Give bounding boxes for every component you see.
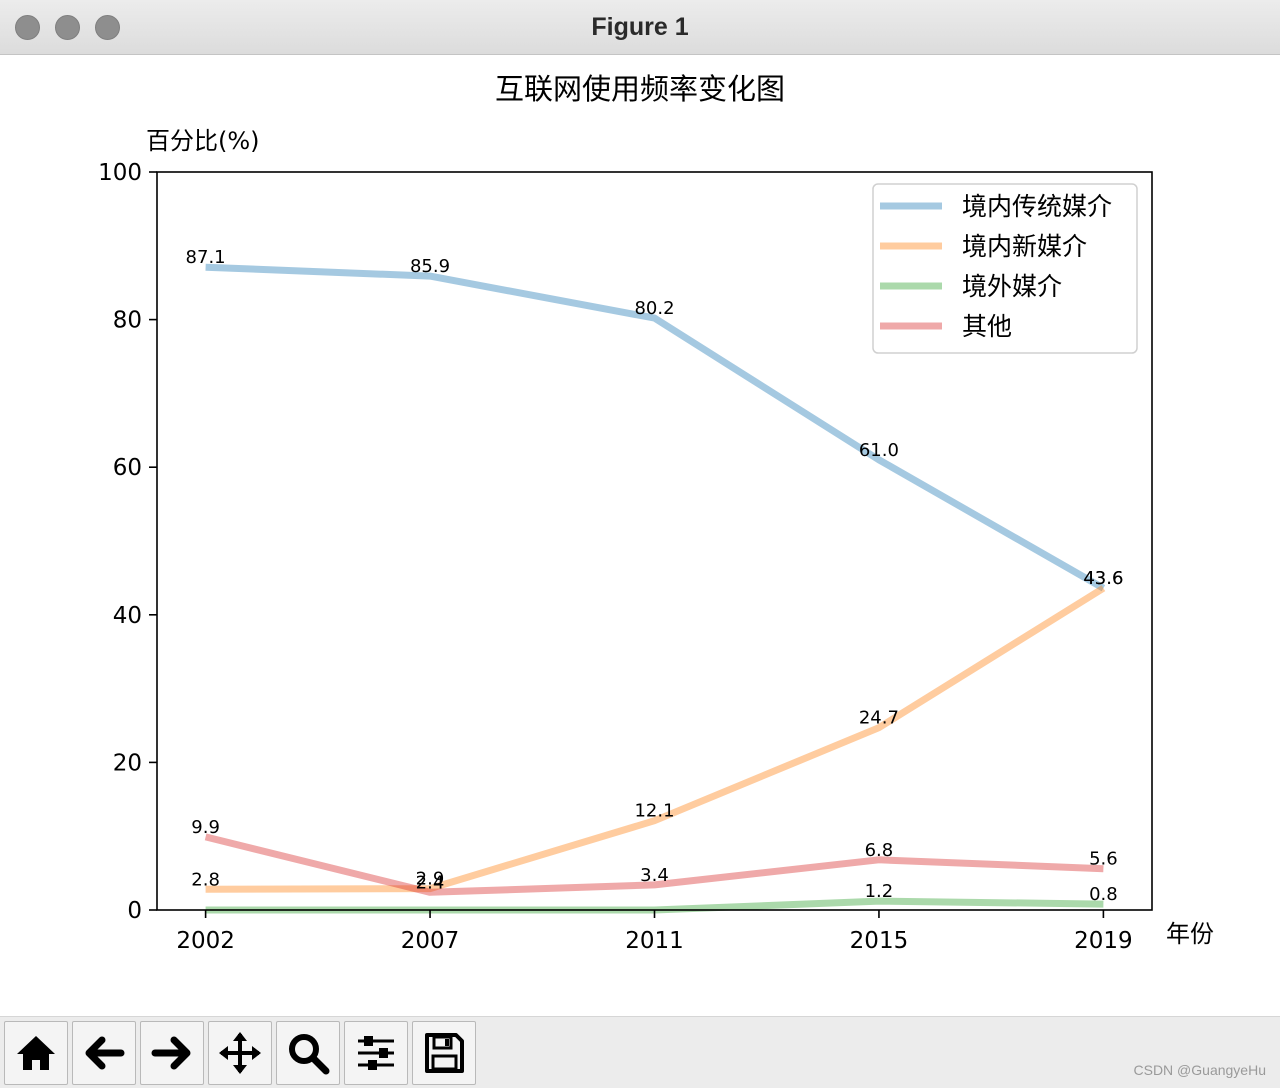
- arrow-right-icon: [151, 1036, 191, 1070]
- x-tick-label: 2019: [1074, 928, 1133, 954]
- legend-label: 境内新媒介: [962, 232, 1087, 261]
- back-button[interactable]: [72, 1021, 136, 1085]
- data-label: 3.4: [640, 865, 669, 886]
- title-bar: Figure 1: [0, 0, 1280, 55]
- figure-canvas[interactable]: 互联网使用频率变化图 百分比(%) 年份 87.1 85.9 80.2 61.0 43.…: [0, 56, 1280, 1016]
- legend-box: [872, 183, 1138, 354]
- data-label: 2.9: [416, 869, 445, 890]
- sliders-icon: [358, 1036, 394, 1070]
- y-tick-label: 100: [98, 160, 142, 186]
- zoom-window-button[interactable]: [95, 15, 120, 40]
- x-tick-label: 2002: [176, 928, 235, 954]
- line-chart: 互联网使用频率变化图 百分比(%) 年份 87.1 85.9 80.2 61.0 43.…: [98, 72, 1214, 954]
- legend-label: 境外媒介: [962, 272, 1062, 301]
- data-label: 24.7: [859, 708, 899, 729]
- data-label: 43.6: [1083, 568, 1123, 589]
- data-label: 0.8: [1089, 884, 1118, 905]
- chart-title: 互联网使用频率变化图: [495, 72, 785, 106]
- watermark: CSDN @GuangyeHu: [1133, 1062, 1267, 1078]
- x-axis-label: 年份: [1166, 920, 1214, 948]
- save-button[interactable]: [412, 1021, 476, 1085]
- y-axis-label: 百分比(%): [146, 127, 260, 155]
- data-label: 2.4: [416, 872, 445, 893]
- forward-button[interactable]: [140, 1021, 204, 1085]
- home-button[interactable]: [4, 1021, 68, 1085]
- data-label: 61.0: [859, 440, 899, 461]
- y-tick-label: 80: [113, 308, 142, 334]
- navigation-toolbar: [0, 1016, 1280, 1088]
- series-line-4: [204, 833, 1104, 896]
- data-label: 87.1: [186, 247, 226, 268]
- home-icon: [17, 1036, 55, 1070]
- data-label: 2.8: [191, 869, 220, 890]
- data-label: 43.6: [1083, 568, 1123, 589]
- move-icon: [219, 1032, 261, 1074]
- data-label: 1.2: [865, 881, 894, 902]
- x-tick-label: 2011: [625, 928, 684, 954]
- data-label: 80.2: [634, 298, 674, 319]
- y-tick-label: 40: [113, 603, 142, 629]
- zoom-button[interactable]: [276, 1021, 340, 1085]
- legend-label: 其他: [962, 312, 1012, 341]
- minimize-window-button[interactable]: [55, 15, 80, 40]
- magnifier-icon: [289, 1034, 330, 1075]
- close-window-button[interactable]: [15, 15, 40, 40]
- y-tick-label: 20: [113, 750, 142, 776]
- pan-button[interactable]: [208, 1021, 272, 1085]
- window-title: Figure 1: [591, 13, 689, 41]
- y-tick-label: 60: [113, 455, 142, 481]
- series-line-1: [205, 263, 1106, 592]
- data-label: 12.1: [634, 801, 674, 822]
- data-label: 6.8: [865, 840, 894, 861]
- arrow-left-icon: [85, 1036, 125, 1070]
- legend-label: 境内传统媒介: [962, 192, 1112, 221]
- x-tick-label: 2015: [850, 928, 909, 954]
- data-label: 5.6: [1089, 849, 1118, 870]
- x-tick-label: 2007: [401, 928, 460, 954]
- series-line-3: [205, 897, 1104, 914]
- configure-subplots-button[interactable]: [344, 1021, 408, 1085]
- data-label: 85.9: [410, 256, 450, 277]
- series-line-2: [205, 585, 1106, 893]
- y-tick-label: 0: [127, 898, 142, 924]
- data-label: 9.9: [191, 817, 220, 838]
- floppy-disk-icon: [425, 1033, 464, 1073]
